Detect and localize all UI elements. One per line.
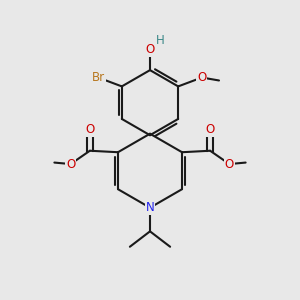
Text: O: O	[66, 158, 75, 171]
Text: O: O	[206, 123, 215, 136]
Text: O: O	[225, 158, 234, 171]
Text: O: O	[146, 43, 154, 56]
Text: O: O	[85, 123, 94, 136]
Text: O: O	[197, 71, 206, 84]
Text: Br: Br	[92, 71, 105, 84]
Text: N: N	[146, 201, 154, 214]
Text: H: H	[156, 34, 165, 47]
